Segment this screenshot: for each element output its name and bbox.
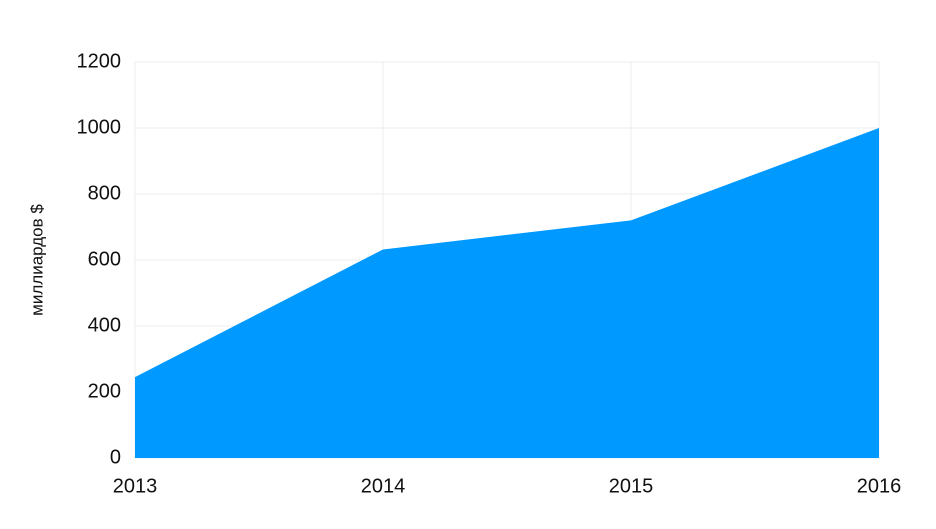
y-tick-label: 1200 (77, 50, 122, 72)
y-tick-label: 1000 (77, 116, 122, 138)
y-tick-label: 200 (88, 380, 121, 402)
y-axis-label: миллиардов $ (27, 204, 46, 316)
x-tick-label: 2016 (857, 475, 902, 497)
y-tick-label: 600 (88, 248, 121, 270)
area (135, 128, 879, 458)
y-tick-label: 0 (110, 446, 121, 468)
x-tick-label: 2014 (361, 475, 406, 497)
y-tick-label: 800 (88, 182, 121, 204)
x-tick-label: 2013 (113, 475, 158, 497)
y-tick-label: 400 (88, 314, 121, 336)
x-tick-label: 2015 (609, 475, 654, 497)
